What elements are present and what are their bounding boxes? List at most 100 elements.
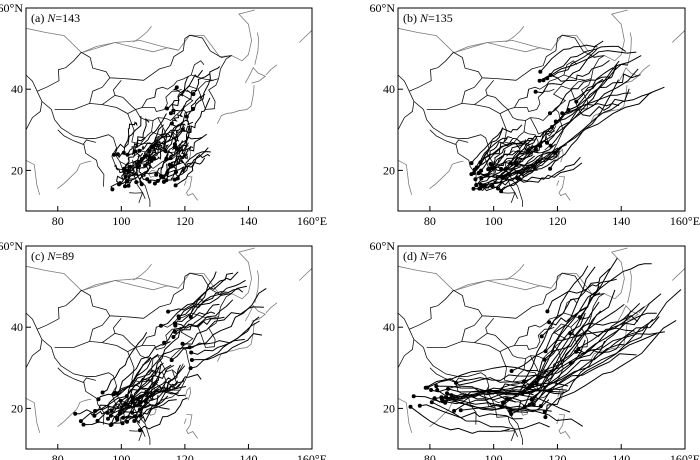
coastline-kamchatka xyxy=(671,268,685,281)
trajectory-start-dot xyxy=(169,358,174,363)
trajectory-line xyxy=(94,387,149,412)
coastline-luzonW xyxy=(183,180,187,186)
trajectory-line xyxy=(137,364,181,400)
trajectory-line xyxy=(139,373,202,411)
trajectory-line xyxy=(540,316,660,407)
lon-tick-label: 80 xyxy=(52,214,64,228)
coastline-lakeBaikal xyxy=(505,264,525,281)
border-korea xyxy=(197,78,219,110)
trajectory-line xyxy=(111,391,155,425)
trajectory-line xyxy=(134,167,148,180)
province-boundary xyxy=(526,80,550,98)
panel-frame xyxy=(397,7,686,212)
trajectory-line xyxy=(128,172,164,187)
coastline-taiwan xyxy=(557,148,564,163)
border-indiaBorder xyxy=(398,339,415,368)
coastline-russiaN xyxy=(26,9,255,62)
trajectory-line xyxy=(446,392,541,413)
province-boundary xyxy=(563,74,586,81)
trajectory-line xyxy=(131,160,152,170)
trajectory-line xyxy=(544,340,605,418)
coastline-kamchatka xyxy=(299,30,312,43)
trajectory-start-dot xyxy=(499,404,504,409)
lon-tick-label: 160°E xyxy=(670,452,700,460)
trajectory-line xyxy=(555,92,631,122)
trajectory-start-dot xyxy=(171,108,176,113)
coastline-luzonW xyxy=(183,418,187,424)
trajectory-start-dot xyxy=(568,361,573,365)
trajectory-line xyxy=(522,333,657,395)
trajectory-start-dot xyxy=(417,403,422,408)
trajectory-start-dot xyxy=(134,180,139,185)
trajectory-line xyxy=(160,150,174,177)
trajectory-start-dot xyxy=(538,404,543,409)
trajectory-start-dot xyxy=(548,73,553,78)
trajectory-start-dot xyxy=(165,106,169,111)
coastline-philippines xyxy=(186,176,198,201)
coastline-japan2 xyxy=(244,304,267,322)
coastline-taiwan xyxy=(557,386,564,401)
trajectory-start-dot xyxy=(173,183,178,188)
trajectory-start-dot xyxy=(174,170,178,174)
province-boundary xyxy=(512,120,526,145)
trajectory-start-dot xyxy=(548,111,552,116)
trajectory-line xyxy=(178,272,234,319)
trajectory-start-dot xyxy=(445,391,449,396)
province-boundary xyxy=(512,358,526,383)
trajectory-line xyxy=(117,136,146,159)
trajectories-d xyxy=(408,257,682,434)
trajectory-start-dot xyxy=(411,394,416,399)
trajectory-line xyxy=(171,105,185,124)
province-boundary xyxy=(89,315,111,342)
lon-tick-label: 140 xyxy=(612,452,630,460)
trajectory-line xyxy=(148,140,161,158)
trajectory-start-dot xyxy=(166,309,171,314)
trajectory-start-dot xyxy=(176,316,181,321)
trajectory-start-dot xyxy=(538,69,543,74)
trajectory-line xyxy=(174,133,208,154)
coastline-sakhalin xyxy=(627,270,632,303)
trajectory-line xyxy=(510,353,637,415)
trajectory-line xyxy=(173,316,225,338)
lat-tick-label: 60°N xyxy=(0,1,23,15)
trajectory-line xyxy=(107,395,169,419)
trajectory-start-dot xyxy=(425,385,430,390)
panel-frame xyxy=(25,245,313,450)
sample-size-symbol: N xyxy=(419,249,429,263)
trajectory-start-dot xyxy=(163,149,168,153)
trajectory-start-dot xyxy=(522,379,527,384)
trajectory-line xyxy=(107,353,159,413)
trajectory-start-dot xyxy=(180,127,185,132)
trajectory-start-dot xyxy=(172,145,177,150)
map-area-c xyxy=(26,247,312,445)
trajectory-line xyxy=(511,257,618,372)
trajectory-start-dot xyxy=(429,400,434,405)
province-boundary xyxy=(461,77,483,104)
coastline-russiaN xyxy=(26,247,255,300)
trajectory-line xyxy=(575,63,629,102)
trajectory-line xyxy=(144,124,180,157)
border-myanmarBang xyxy=(455,381,477,425)
trajectory-start-dot xyxy=(508,161,513,166)
trajectory-line xyxy=(190,320,260,369)
trajectory-start-dot xyxy=(149,158,154,163)
sample-size-symbol: N xyxy=(46,249,56,263)
lat-tick-label: 60°N xyxy=(0,239,23,253)
trajectory-start-dot xyxy=(92,413,97,418)
trajectory-line xyxy=(546,278,617,312)
trajectory-line xyxy=(182,306,264,345)
trajectory-line xyxy=(113,115,142,156)
trajectory-start-dot xyxy=(577,315,582,320)
trajectory-start-dot xyxy=(112,152,116,157)
trajectory-line xyxy=(436,385,565,395)
map-area-a xyxy=(26,9,312,207)
trajectory-start-dot xyxy=(560,111,565,116)
trajectory-start-dot xyxy=(189,350,194,355)
trajectory-line xyxy=(535,48,598,94)
coastline-indiaCoast xyxy=(26,159,41,195)
lon-tick-label: 140 xyxy=(612,214,630,228)
trajectory-start-dot xyxy=(142,154,147,159)
trajectory-start-dot xyxy=(174,85,179,90)
province-boundary xyxy=(89,77,111,104)
province-boundary xyxy=(523,369,539,392)
